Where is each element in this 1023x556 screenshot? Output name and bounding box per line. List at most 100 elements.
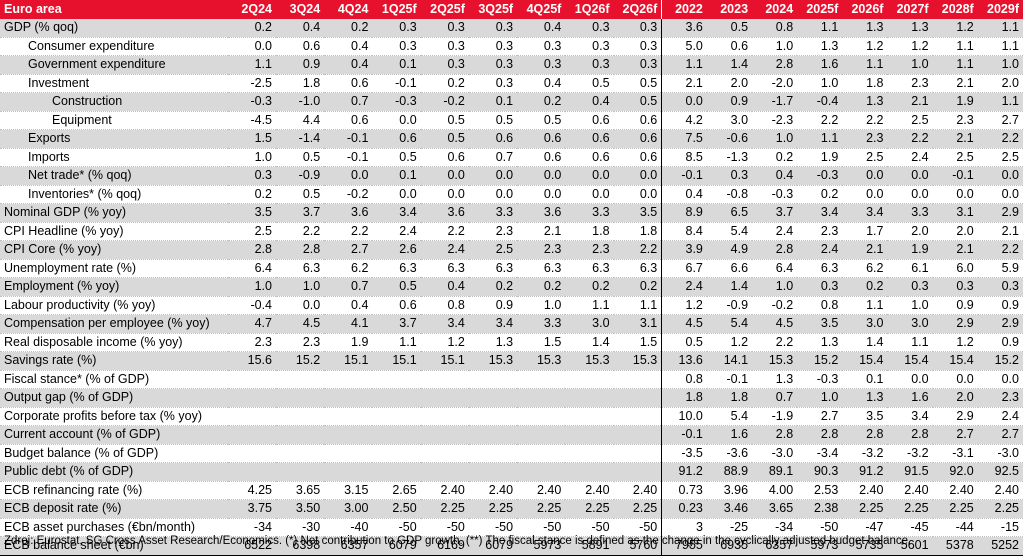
table-cell: 15.3 <box>517 351 566 371</box>
table-cell: 4.1 <box>324 314 373 334</box>
table-cell <box>517 425 566 445</box>
table-row: Exports 1.5 -1.4 -0.1 0.6 0.5 0.6 0.6 0.6 0.6 7.5-… <box>0 129 1023 149</box>
table-cell: 2.7 <box>977 111 1023 130</box>
table-cell: 8.5 <box>661 148 707 167</box>
table-cell: 0.9 <box>276 55 325 75</box>
row-label: Net trade* (% qoq) <box>0 166 228 186</box>
table-cell: 0.0 <box>372 185 421 204</box>
table-cell: 2.5 <box>887 111 933 130</box>
table-cell: 2.1 <box>661 74 707 93</box>
table-cell: 2.0 <box>706 74 753 93</box>
table-cell: 0.4 <box>752 166 798 186</box>
table-cell: 6.3 <box>517 259 566 278</box>
table-cell: -50 <box>797 518 843 537</box>
table-cell: 6.6 <box>706 259 753 278</box>
table-cell: 0.0 <box>324 166 373 186</box>
table-cell: -1.9 <box>752 407 798 426</box>
table-cell <box>372 425 421 445</box>
table-cell: -3.2 <box>842 444 888 463</box>
table-cell: 15.2 <box>797 351 843 371</box>
table-cell: 0.6 <box>468 129 518 149</box>
table-cell: 2.25 <box>517 499 566 519</box>
table-cell: 4.5 <box>752 314 798 334</box>
table-cell: 3.6 <box>324 203 373 223</box>
table-cell: 2.0 <box>887 222 933 241</box>
table-cell <box>227 388 276 408</box>
table-cell: 2.1 <box>977 222 1023 241</box>
table-cell: 2.4 <box>752 222 798 241</box>
table-cell <box>372 370 421 389</box>
table-cell: 0.0 <box>977 185 1023 204</box>
header-period: 2Q24 <box>227 0 276 19</box>
table-cell: 15.3 <box>468 351 518 371</box>
table-cell: -50 <box>565 518 614 537</box>
table-cell: 15.3 <box>613 351 662 371</box>
table-cell: 1.5 <box>517 333 566 352</box>
table-cell: -1.7 <box>752 92 798 112</box>
table-cell: 3 <box>661 518 707 537</box>
table-cell: 6.3 <box>797 259 843 278</box>
table-cell: 2.53 <box>797 481 843 500</box>
table-cell: 3.50 <box>276 499 325 519</box>
table-cell <box>372 388 421 408</box>
table-header-row: Euro area 2Q24 3Q24 4Q24 1Q25f 2Q25f 3Q25f 4Q25… <box>0 0 1023 19</box>
table-cell: 1.0 <box>752 129 798 149</box>
table-cell <box>276 370 325 389</box>
table-cell: -0.8 <box>706 185 753 204</box>
table-cell: 0.0 <box>977 166 1023 186</box>
header-period: 2028f <box>932 0 978 19</box>
table-cell: 1.4 <box>842 333 888 352</box>
table-cell: 2.0 <box>932 222 978 241</box>
table-cell: 3.4 <box>420 314 469 334</box>
table-cell <box>372 462 421 482</box>
table-cell: 0.3 <box>468 37 518 56</box>
table-cell <box>227 444 276 463</box>
table-cell: 0.0 <box>977 370 1023 389</box>
header-period: 2029f <box>977 0 1023 19</box>
table-cell: -3.0 <box>977 444 1023 463</box>
table-cell: -2.5 <box>227 74 276 93</box>
table-cell: 0.6 <box>613 111 662 130</box>
row-label: GDP (% qoq) <box>0 19 228 38</box>
table-cell: 1.1 <box>661 55 707 75</box>
table-cell: 2.7 <box>932 425 978 445</box>
table-cell: -0.4 <box>227 296 276 315</box>
table-cell: 0.8 <box>752 19 798 38</box>
header-period: 2026f <box>842 0 888 19</box>
table-cell: 6.4 <box>752 259 798 278</box>
table-cell: 2.8 <box>752 240 798 260</box>
header-period: 2025f <box>797 0 843 19</box>
table-cell: 3.75 <box>227 499 276 519</box>
table-cell: -0.3 <box>752 185 798 204</box>
row-label: Output gap (% of GDP) <box>0 388 228 408</box>
table-cell: 3.4 <box>797 203 843 223</box>
table-cell: 1.3 <box>842 19 888 38</box>
table-cell: -3.2 <box>887 444 933 463</box>
table-cell: 0.7 <box>468 148 518 167</box>
table-cell: 3.6 <box>420 203 469 223</box>
table-cell <box>420 444 469 463</box>
table-row: Labour productivity (% yoy) -0.4 0.0 0.4 0.6… <box>0 296 1023 315</box>
table-cell: 1.3 <box>468 333 518 352</box>
table-cell: 0.6 <box>420 148 469 167</box>
table-cell: 0.3 <box>613 19 662 38</box>
table-cell: 2.25 <box>842 499 888 519</box>
table-cell: 2.5 <box>977 148 1023 167</box>
table-cell: 3.3 <box>887 203 933 223</box>
row-label: Inventories* (% qoq) <box>0 185 228 204</box>
table-cell: 0.8 <box>661 370 707 389</box>
table-cell: 2.8 <box>227 240 276 260</box>
table-cell: -0.3 <box>797 370 843 389</box>
table-cell: 0.5 <box>517 111 566 130</box>
table-cell: 0.5 <box>372 277 421 297</box>
header-period: 3Q24 <box>276 0 325 19</box>
table-cell: -0.3 <box>227 92 276 112</box>
table-cell: 3.6 <box>661 19 707 38</box>
row-label: Employment (% yoy) <box>0 277 228 297</box>
table-cell: 4.2 <box>661 111 707 130</box>
table-cell: -34 <box>752 518 798 537</box>
table-row: ECB refinancing rate (%) 4.25 3.65 3.15 2.65… <box>0 481 1023 500</box>
table-cell: 1.1 <box>977 92 1023 112</box>
table-cell: -50 <box>420 518 469 537</box>
table-cell: 15.2 <box>977 351 1023 371</box>
